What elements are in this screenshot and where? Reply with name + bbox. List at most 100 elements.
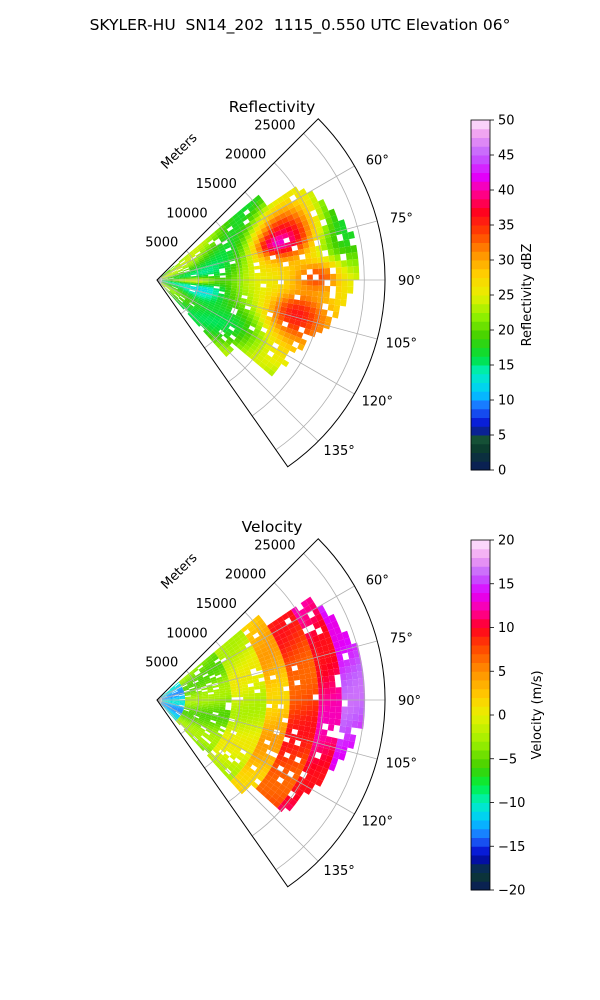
data-cell <box>230 231 237 237</box>
data-cell <box>173 702 180 705</box>
data-cell <box>242 687 249 691</box>
data-cell <box>179 277 186 279</box>
data-cell <box>229 263 237 268</box>
data-cell <box>180 714 186 720</box>
data-cell <box>231 760 239 767</box>
data-cell <box>219 688 226 692</box>
data-cell <box>270 296 277 302</box>
colorbar-segment <box>471 627 490 637</box>
data-cell <box>165 706 170 712</box>
data-cell <box>213 269 220 273</box>
data-cell <box>265 291 272 297</box>
data-cell <box>199 736 206 743</box>
data-cell <box>225 740 232 746</box>
data-cell <box>209 241 216 247</box>
data-cell <box>178 286 185 289</box>
data-cell <box>232 304 240 310</box>
data-cell <box>276 716 283 723</box>
data-cell <box>218 263 225 267</box>
data-cell <box>254 757 262 765</box>
data-cell <box>241 325 249 332</box>
data-cell <box>271 210 280 218</box>
data-cell <box>217 652 224 659</box>
data-cell <box>161 282 167 285</box>
data-cell <box>259 733 267 740</box>
data-cell <box>211 680 218 685</box>
data-cell <box>223 333 230 340</box>
data-cell <box>220 723 228 728</box>
colorbar-segment <box>471 198 490 208</box>
data-cell <box>244 669 252 675</box>
data-cell <box>245 350 253 358</box>
data-cell <box>296 331 304 339</box>
data-cell <box>209 742 216 748</box>
data-cell <box>167 281 174 283</box>
data-cell <box>317 262 325 269</box>
data-cell <box>167 698 174 700</box>
data-cell <box>303 726 311 733</box>
velocity-azimuth-ticks: 60°75°90°105°120°135° <box>323 574 421 879</box>
colorbar-tick-label: 5 <box>498 429 506 444</box>
azimuth-gridline <box>156 279 378 340</box>
data-cell <box>188 711 195 715</box>
data-cell <box>256 618 265 626</box>
data-cell <box>196 721 203 726</box>
data-cell <box>241 660 248 666</box>
data-cell <box>219 697 226 700</box>
data-cell <box>182 301 188 307</box>
data-cell <box>248 706 255 711</box>
colorbar-segment <box>471 723 490 733</box>
colorbar-tick-label: −10 <box>498 796 525 811</box>
colorbar-tick-label: 40 <box>498 184 515 199</box>
data-cell <box>202 661 208 667</box>
data-cell <box>211 295 218 300</box>
data-cell <box>214 695 220 699</box>
data-cell <box>302 311 310 318</box>
data-cell <box>238 234 245 240</box>
data-cell <box>200 684 207 688</box>
data-cell <box>161 696 168 699</box>
data-cell <box>253 713 260 718</box>
data-cell <box>312 635 320 643</box>
data-cell <box>234 239 242 245</box>
data-cell <box>247 347 255 355</box>
data-cell <box>175 264 181 269</box>
data-cell <box>189 270 196 273</box>
data-cell <box>330 655 338 663</box>
colorbar-segment <box>471 435 490 445</box>
data-cell <box>214 325 221 332</box>
data-cell <box>211 309 218 315</box>
data-cell <box>359 692 366 700</box>
range-tick-label: 20000 <box>225 148 266 163</box>
data-cell <box>160 282 166 287</box>
data-cell <box>256 639 264 646</box>
data-cell <box>345 252 353 261</box>
colorbar-segment <box>471 802 490 812</box>
data-cell <box>245 202 253 210</box>
data-cell <box>172 704 179 707</box>
colorbar-tick-label: 15 <box>498 359 515 374</box>
data-cell <box>186 305 192 311</box>
data-cell <box>205 666 212 672</box>
data-cell <box>173 294 178 300</box>
data-cell <box>210 337 217 345</box>
data-cell <box>210 757 217 765</box>
data-cell <box>185 281 191 284</box>
data-cell <box>325 636 333 645</box>
data-cell <box>304 252 312 260</box>
data-cell <box>180 294 186 300</box>
data-cell <box>248 286 255 291</box>
data-cell <box>271 773 280 781</box>
data-cell <box>259 710 266 716</box>
data-cell <box>204 310 211 316</box>
data-cell <box>347 693 354 700</box>
data-cell <box>222 732 230 738</box>
data-cell <box>176 686 183 691</box>
data-cell <box>161 698 168 700</box>
data-cell <box>260 226 268 234</box>
data-cell <box>194 710 201 715</box>
data-cell <box>213 693 220 697</box>
data-cell <box>312 757 320 765</box>
data-cell <box>182 721 188 727</box>
data-cell <box>352 678 359 687</box>
